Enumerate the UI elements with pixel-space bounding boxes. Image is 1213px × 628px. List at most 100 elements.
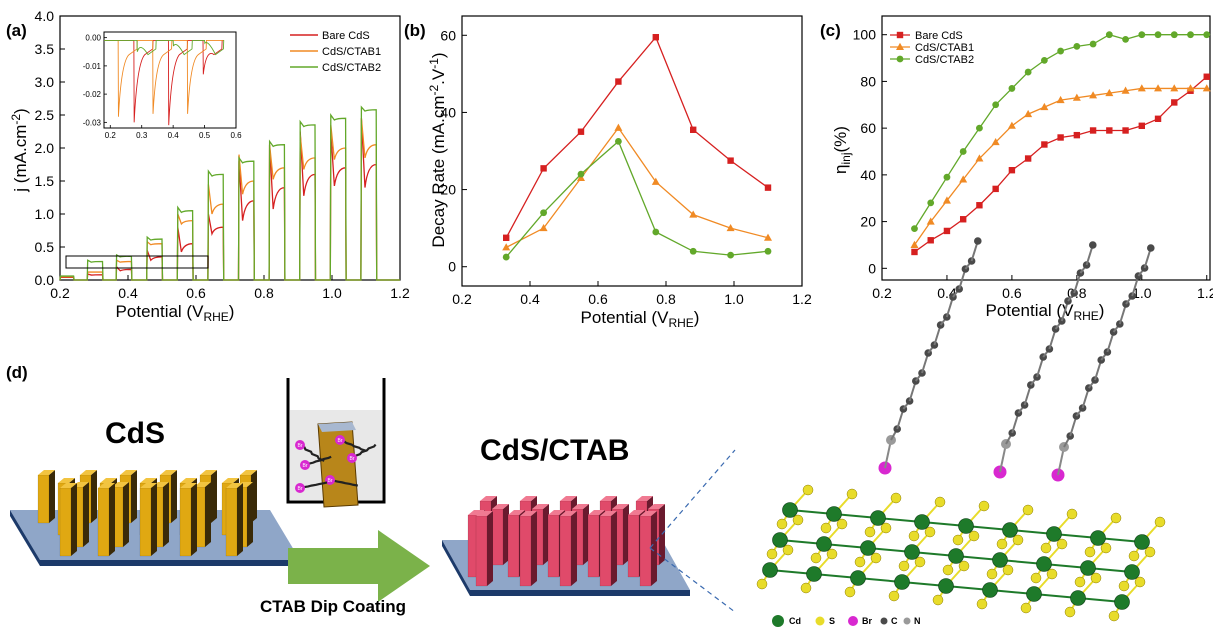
s-atom [888, 590, 900, 602]
y-tick-label: 20 [440, 182, 456, 198]
point-ctab2 [1040, 56, 1048, 64]
rod-cds-top [180, 483, 197, 488]
y-tick-label: 1.5 [35, 173, 55, 189]
s-atom [996, 538, 1008, 550]
rods-cds [37, 470, 257, 557]
point-bare [1073, 131, 1081, 139]
cd-atom [1002, 522, 1018, 538]
series-ctab2-line [59, 105, 400, 281]
legend-ctab2: CdS/CTAB2 [322, 62, 381, 74]
legend-cd-icon [772, 615, 784, 627]
point-bare [652, 34, 659, 41]
br-head [300, 460, 310, 470]
inset-y-tick-label: 0.00 [85, 34, 101, 43]
point-ctab1 [1154, 84, 1163, 92]
s-atom [782, 544, 794, 556]
atom-legend: Cd S Br C N [772, 615, 921, 627]
br-head-label: Br [298, 486, 303, 492]
rod-cds-side [83, 482, 89, 547]
point-ctab2 [1122, 35, 1129, 43]
panel-b-y-ticks: 0 20 40 60 [440, 27, 467, 275]
s-atom [1056, 538, 1068, 550]
point-ctab1 [1040, 102, 1049, 111]
cd-atom [1080, 560, 1096, 576]
rod-cds-top [160, 470, 177, 475]
point-ctab1 [1105, 88, 1114, 97]
legend-s-icon [815, 616, 825, 626]
rod-ctab-side [651, 511, 657, 586]
legend-bare: Bare CdS [322, 30, 370, 42]
rod-cds-top [98, 483, 115, 488]
point-ctab1 [614, 123, 623, 131]
point-bare [1122, 127, 1129, 134]
rod-ctab-front [491, 508, 504, 566]
y-tick-label: 3.0 [35, 74, 55, 90]
substrate-left-front [40, 560, 300, 566]
point-bare [577, 128, 585, 135]
s-atom [1084, 546, 1096, 558]
s-atom [1110, 512, 1122, 524]
inset-y-tick-label: -0.02 [83, 90, 102, 99]
s-atom [776, 518, 788, 530]
substrate-top [318, 422, 356, 432]
legend-br-icon [848, 616, 858, 626]
rod-cds-top [120, 470, 137, 475]
panel-b-x-title: Potential (VRHE) [581, 308, 700, 330]
cd-atom [762, 562, 778, 578]
rod-ctab-top [520, 496, 537, 501]
s-atom [756, 578, 768, 590]
s-atom [1074, 576, 1086, 588]
rod-cds-top [100, 478, 117, 483]
cd-atom [1070, 590, 1086, 606]
cd-atom [1124, 564, 1140, 580]
y-tick-label: 40 [860, 167, 876, 183]
rod-cds-side [171, 470, 177, 523]
inset-x-tick-label: 0.6 [230, 131, 242, 140]
s-atom [1144, 546, 1156, 558]
point-bare [959, 216, 967, 223]
rod-cds-top [180, 478, 197, 483]
point-bare [992, 185, 999, 193]
rod-ctab-front [475, 515, 488, 587]
s-atom [1020, 602, 1032, 614]
rod-cds-top [194, 482, 211, 487]
rod-ctab-front [587, 514, 600, 578]
rod-ctab-top [492, 504, 509, 509]
point-bare [540, 165, 547, 172]
cd-atom [894, 574, 910, 590]
inset-ticks: 0.2 0.3 0.4 0.5 0.6 0.00 -0.01 -0.02 -0.03 [83, 34, 242, 140]
point-ctab2 [1057, 47, 1065, 55]
inset-y-tick-label: -0.01 [83, 62, 102, 71]
rod-cds-side [191, 483, 197, 556]
inset-x-tick-label: 0.3 [136, 131, 148, 140]
s-atom [932, 594, 944, 606]
rod-cds-front [97, 487, 110, 557]
x-tick-label: 1.0 [724, 291, 744, 307]
legend-s: S [829, 616, 835, 626]
point-bare [1154, 115, 1162, 122]
series-ctab1-line [913, 87, 1207, 246]
cd-atom [982, 582, 998, 598]
y-tick-label: 2.0 [35, 140, 55, 156]
c-atom [1045, 345, 1054, 353]
legend-c-marker-ctab1 [896, 42, 904, 50]
legend-n-icon [903, 617, 911, 625]
rod-cds-top [226, 483, 243, 488]
panel-c-y-title: ηinj(%) [831, 126, 853, 174]
point-bare [690, 126, 697, 133]
rod-cds-front [179, 487, 192, 557]
s-atom [986, 568, 998, 580]
x-tick-label: 0.6 [1002, 285, 1022, 301]
rod-cds-side [205, 482, 211, 547]
rod-ctab-top [508, 510, 525, 515]
inset-series-ctab1 [104, 40, 224, 117]
rod-ctab-front [599, 515, 612, 587]
rod-ctab-top [480, 496, 497, 501]
point-ctab1 [539, 223, 548, 232]
rod-cds-side [211, 470, 217, 523]
point-ctab2 [1203, 31, 1211, 39]
s-atom [766, 548, 778, 560]
cd-atom [1036, 556, 1052, 572]
s-atom [952, 534, 964, 546]
